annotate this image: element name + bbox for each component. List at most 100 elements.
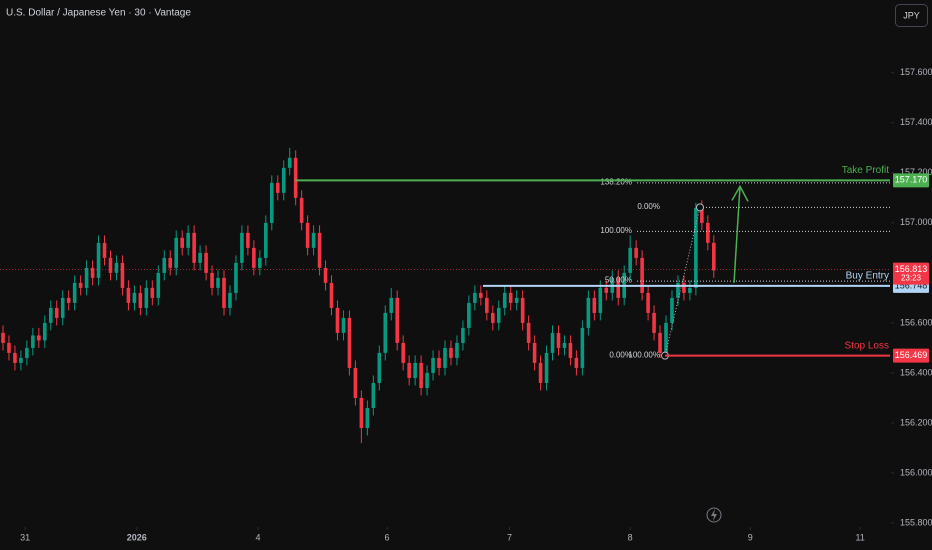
candle-body <box>258 257 262 268</box>
last-price-label: 156.813 <box>895 264 928 274</box>
candle-body <box>455 342 459 358</box>
candle-body <box>419 362 423 388</box>
candle-body <box>54 307 59 318</box>
level-price-label: 156.469 <box>895 350 928 360</box>
candle-body <box>461 327 465 343</box>
currency-button[interactable] <box>895 4 928 27</box>
candle-body <box>311 232 316 248</box>
fib-label: 0.00% <box>609 350 632 359</box>
level-price-box <box>893 173 929 188</box>
candle-body <box>646 292 650 313</box>
fib-anchor <box>696 203 704 212</box>
candle-body <box>526 322 531 343</box>
candle-body <box>520 297 525 323</box>
projection-arrow <box>733 186 741 283</box>
candle-body <box>252 247 256 268</box>
candle-body <box>78 282 83 288</box>
candle-body <box>72 282 77 303</box>
candle-body <box>670 297 674 323</box>
candle-body <box>341 317 346 333</box>
y-tick-label: 157.200 <box>900 167 932 177</box>
candle-body <box>562 342 567 348</box>
candle-body <box>485 297 489 313</box>
candle-body <box>658 332 662 353</box>
candle-body <box>688 287 692 293</box>
candle-body <box>210 272 214 288</box>
y-tick-label: 156.600 <box>900 317 932 327</box>
candle-body <box>473 292 477 303</box>
candle-body <box>19 357 23 363</box>
candle-body <box>156 272 161 298</box>
candle-body <box>502 292 507 308</box>
candle-body <box>538 362 543 383</box>
candle-body <box>544 352 549 383</box>
x-tick-label: 8 <box>628 532 633 542</box>
y-tick-label: 157.600 <box>900 67 932 77</box>
candle-body <box>323 267 328 283</box>
fib-label: 0.00% <box>637 202 660 211</box>
candle-body <box>174 237 179 268</box>
candle-body <box>246 232 250 248</box>
candle-body <box>108 257 113 273</box>
y-tick-label: 156.400 <box>900 367 932 377</box>
candle-body <box>359 397 364 428</box>
x-tick-label: 7 <box>507 532 512 542</box>
level-name: Take Profit <box>842 165 889 176</box>
candle-body <box>168 257 173 268</box>
candle-body <box>449 347 453 358</box>
y-tick-label: 156.200 <box>900 417 932 427</box>
candle-body <box>407 362 411 378</box>
candle-body <box>114 262 119 273</box>
level-name: Stop Loss <box>845 340 889 351</box>
candle-body <box>96 242 101 278</box>
candle-body <box>48 307 53 323</box>
x-tick-label: 4 <box>256 532 261 542</box>
fib-label: 138.20% <box>600 177 632 186</box>
candle-body <box>592 297 597 313</box>
y-tick-label: 156.000 <box>900 467 932 477</box>
candle-body <box>269 182 274 223</box>
candle-body <box>186 232 190 248</box>
candle-body <box>371 382 376 408</box>
candle-body <box>198 252 202 263</box>
candle-body <box>138 292 143 308</box>
candle-body <box>335 307 340 333</box>
candle-body <box>317 232 322 268</box>
candle-body <box>377 352 382 383</box>
candle-body <box>467 302 471 328</box>
candle-body <box>425 372 429 388</box>
candle-body <box>305 222 310 248</box>
candle-body <box>180 237 184 248</box>
currency-label[interactable]: JPY <box>903 10 920 20</box>
candle-body <box>490 312 495 323</box>
candle-body <box>413 362 417 378</box>
candle-body <box>204 252 208 273</box>
candle-body <box>532 342 537 363</box>
y-tick-label: 155.800 <box>900 517 932 527</box>
candle-body <box>574 357 579 368</box>
x-tick-label: 6 <box>385 532 390 542</box>
candle-body <box>556 332 561 348</box>
candle-body <box>431 357 435 373</box>
candle-body <box>700 207 704 223</box>
candle-body <box>496 307 501 323</box>
candle-body <box>383 312 388 353</box>
lightning-icon[interactable] <box>706 507 722 523</box>
candle-body <box>676 282 680 298</box>
candle-body <box>37 335 41 341</box>
x-tick-label: 31 <box>20 532 30 542</box>
level-price-label: 156.748 <box>895 280 928 290</box>
candle-body <box>568 342 573 358</box>
fib-connector <box>664 207 701 356</box>
candle-body <box>711 242 716 271</box>
candle-body <box>281 167 286 193</box>
candle-body <box>222 277 226 308</box>
candle-body <box>150 287 155 298</box>
candle-body <box>508 292 513 303</box>
y-tick-label: 157.000 <box>900 217 932 227</box>
level-price-label: 157.170 <box>895 175 928 185</box>
candle-body <box>395 297 400 343</box>
candle-body <box>102 242 107 258</box>
